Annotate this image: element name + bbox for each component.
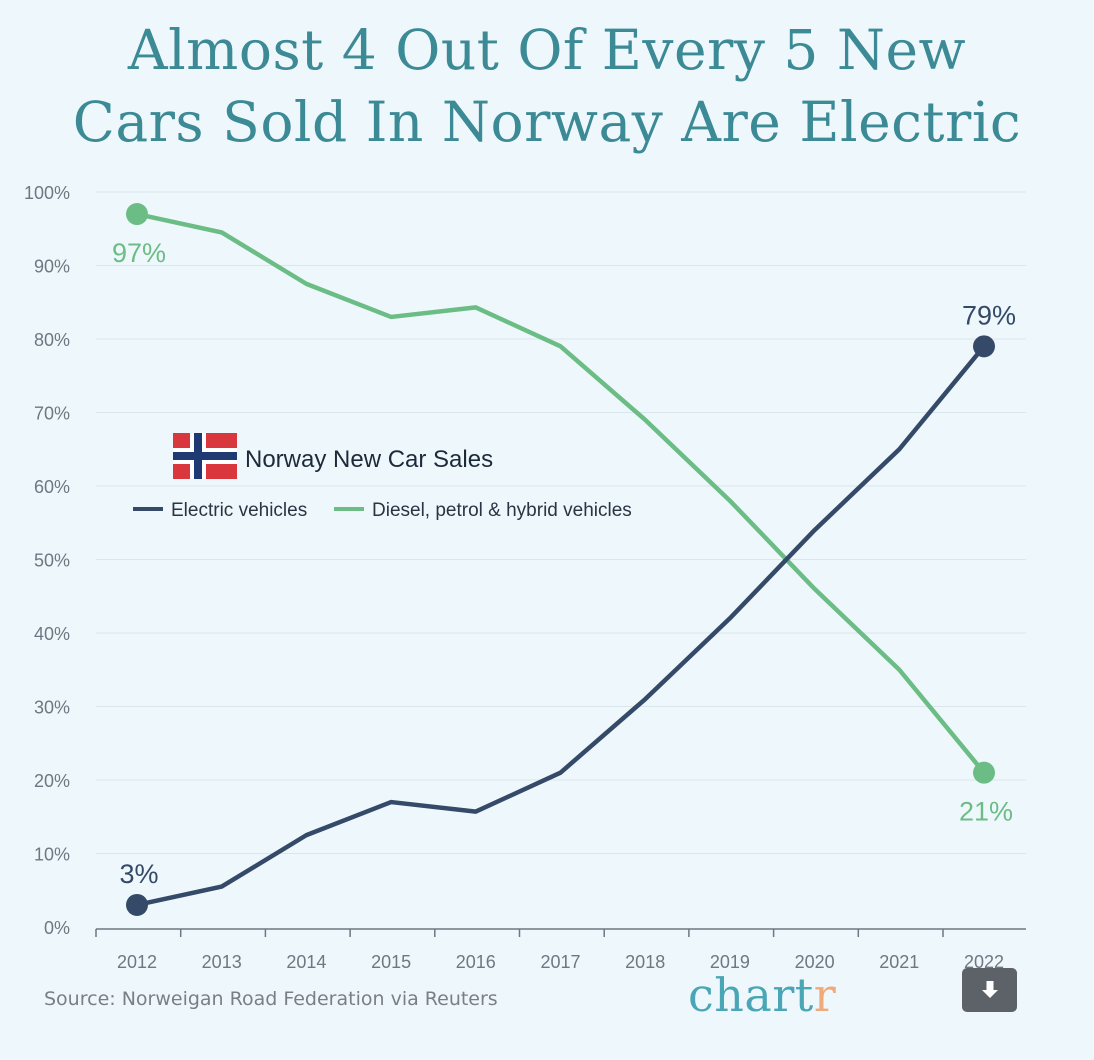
legend-label-electric: Electric vehicles bbox=[171, 500, 307, 521]
data-label: 97% bbox=[112, 238, 166, 268]
x-tick-label: 2014 bbox=[286, 952, 326, 972]
legend-title: Norway New Car Sales bbox=[245, 446, 493, 473]
norway-flag-icon bbox=[173, 433, 237, 479]
legend-label-other: Diesel, petrol & hybrid vehicles bbox=[372, 500, 632, 521]
y-tick-label: 30% bbox=[34, 698, 70, 718]
series-lines bbox=[134, 211, 987, 908]
y-tick-label: 20% bbox=[34, 771, 70, 791]
download-button[interactable] bbox=[962, 968, 1017, 1012]
grid-lines bbox=[96, 191, 1026, 854]
x-tick-label: 2013 bbox=[202, 952, 242, 972]
data-point bbox=[973, 335, 995, 358]
chart-title-line-2: Cars Sold In Norway Are Electric bbox=[72, 90, 1022, 154]
download-icon bbox=[981, 981, 998, 998]
data-label: 21% bbox=[959, 797, 1013, 827]
x-tick-label: 2019 bbox=[710, 952, 750, 972]
data-label: 3% bbox=[119, 859, 158, 889]
x-tick-label: 2020 bbox=[795, 952, 835, 972]
x-tick-label: 2022 bbox=[964, 952, 1004, 972]
chart-title-line-1: Almost 4 Out Of Every 5 New bbox=[127, 18, 967, 82]
brand-logo: chartr bbox=[688, 968, 836, 1022]
x-tick-label: 2017 bbox=[540, 952, 580, 972]
chart-title: Almost 4 Out Of Every 5 New Cars Sold In… bbox=[0, 14, 1094, 158]
data-point bbox=[126, 203, 148, 226]
brand-logo-accent: r bbox=[813, 968, 837, 1022]
legend: Norway New Car Sales Electric vehicles D… bbox=[133, 433, 632, 521]
y-tick-label: 100% bbox=[24, 183, 70, 203]
y-axis: 0% 10% 20% 30% 40% 50% 60% 70% 80% 90% 100% bbox=[24, 183, 70, 938]
y-tick-label: 90% bbox=[34, 257, 70, 277]
data-point bbox=[973, 761, 995, 784]
y-tick-label: 70% bbox=[34, 404, 70, 424]
y-tick-label: 10% bbox=[34, 845, 70, 865]
y-tick-label: 40% bbox=[34, 624, 70, 644]
brand-logo-main: chart bbox=[688, 968, 814, 1022]
x-tick-label: 2012 bbox=[117, 952, 157, 972]
data-points bbox=[126, 203, 995, 916]
series-line-electric bbox=[134, 344, 987, 908]
data-point bbox=[126, 893, 148, 916]
x-tick-label: 2016 bbox=[456, 952, 496, 972]
series-line-other bbox=[134, 211, 987, 775]
y-tick-label: 80% bbox=[34, 330, 70, 350]
x-tick-label: 2015 bbox=[371, 952, 411, 972]
data-label: 79% bbox=[962, 300, 1016, 330]
source-note: Source: Norweigan Road Federation via Re… bbox=[44, 988, 498, 1010]
x-axis: 2012 2013 2014 2015 2016 2017 2018 2019 2020 2021… bbox=[95, 928, 1026, 972]
y-tick-label: 0% bbox=[44, 918, 70, 938]
data-labels: 3% 79% 97% 21% bbox=[112, 238, 1016, 889]
y-tick-label: 60% bbox=[34, 477, 70, 497]
x-tick-label: 2021 bbox=[879, 952, 919, 972]
y-tick-label: 50% bbox=[34, 551, 70, 571]
x-tick-label: 2018 bbox=[625, 952, 665, 972]
